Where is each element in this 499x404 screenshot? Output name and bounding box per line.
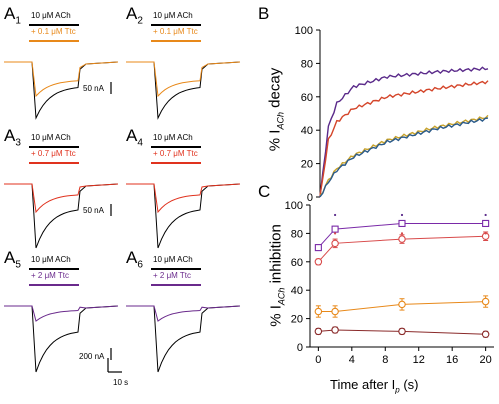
ach-label: 10 μM ACh	[153, 255, 193, 264]
ach-label: 10 μM ACh	[31, 133, 71, 142]
ttc-trace	[4, 61, 119, 98]
panel-c-marker	[331, 326, 339, 334]
ach-label: 10 μM ACh	[153, 133, 193, 142]
panel-b-ylabel: % IACh decay	[266, 67, 286, 152]
panel-c-xtick-label: 16	[446, 354, 458, 366]
panel-b-series-1	[319, 66, 489, 198]
ach-bar	[29, 146, 79, 148]
ttc-trace	[4, 183, 119, 214]
panel-c-series-line-2	[318, 235, 486, 263]
ttc-bar	[151, 40, 201, 42]
control-trace	[126, 61, 241, 120]
ttc-label: + 0.1 μM Ttc	[153, 27, 198, 36]
panel-c-marker	[481, 297, 490, 306]
ach-bar	[151, 146, 201, 148]
panel-b-series-2	[319, 80, 489, 196]
ach-bar	[29, 268, 79, 270]
panel-b-label: B	[258, 4, 270, 23]
panel-c-marker	[482, 219, 490, 228]
panel-c-marker	[314, 307, 323, 316]
panel-c-label: C	[258, 182, 271, 201]
panel-c-xtick-label: 8	[382, 354, 388, 366]
time-scale-label: 10 s	[113, 378, 129, 387]
panel-c-marker	[331, 239, 339, 248]
ttc-trace	[126, 61, 241, 98]
control-trace	[4, 183, 119, 249]
panel-c-series-line-1	[318, 223, 486, 248]
panel-label-a2: A2	[126, 4, 143, 27]
ttc-trace	[4, 305, 119, 322]
panel-c-xtick-label: 0	[315, 354, 321, 366]
panel-label-a3: A3	[4, 126, 21, 149]
ttc-bar	[29, 284, 79, 286]
panel-b-ytick-label: 40	[301, 125, 313, 137]
panel-label-a4: A4	[126, 126, 143, 149]
significance-dot	[333, 232, 337, 235]
significance-dot	[333, 213, 337, 217]
panel-b-ytick-label: 60	[301, 92, 313, 104]
panel-b-ytick-label: 80	[301, 58, 313, 70]
panel-b-ytick-label: 20	[301, 159, 313, 171]
panel-c-ylabel: % IACh inhibition	[267, 224, 287, 327]
control-trace	[126, 183, 241, 249]
ttc-label: + 0.7 μM Ttc	[31, 149, 76, 158]
ttc-trace	[126, 305, 241, 322]
control-trace	[4, 305, 119, 373]
panel-c-marker	[314, 258, 323, 266]
panel-c-ytick-label: 100	[285, 200, 303, 212]
panel-c-ytick-label: 60	[291, 257, 303, 269]
panel-c-ytick-label: 80	[291, 228, 303, 240]
ttc-label: + 2 μM Ttc	[153, 271, 192, 280]
panel-c-xtick-label: 20	[480, 354, 492, 366]
panel-c-marker	[398, 235, 406, 243]
ach-label: 10 μM ACh	[153, 11, 193, 20]
panel-c-series-line-3	[318, 301, 486, 312]
panel-c-xtick-label: 4	[349, 354, 355, 366]
ach-bar	[151, 24, 201, 26]
ttc-bar	[151, 162, 201, 164]
panel-c-marker	[398, 300, 406, 309]
ttc-label: + 2 μM Ttc	[31, 271, 70, 280]
ttc-label: + 0.7 μM Ttc	[153, 149, 198, 158]
panel-c-xtick-label: 12	[413, 354, 425, 366]
ach-bar	[151, 268, 201, 270]
ttc-label: + 0.1 μM Ttc	[31, 27, 76, 36]
control-trace	[126, 305, 241, 373]
panel-c-xlabel: Time after Ip (s)	[330, 377, 419, 395]
panel-b-series-4	[319, 117, 489, 198]
ach-label: 10 μM ACh	[31, 11, 71, 20]
significance-dot	[400, 232, 404, 235]
panel-c-ytick-label: 0	[297, 342, 303, 354]
current-scale-label: 50 nA	[83, 84, 104, 93]
ach-bar	[29, 24, 79, 26]
ttc-bar	[29, 40, 79, 42]
panel-b-ytick-label: 100	[295, 25, 313, 37]
panel-b-ytick-label: 0	[307, 192, 313, 204]
ttc-bar	[151, 284, 201, 286]
panel-label-a6: A6	[126, 248, 143, 271]
panel-label-a1: A1	[4, 4, 21, 27]
ttc-trace	[126, 183, 241, 214]
current-scale-label: 200 nA	[79, 352, 105, 361]
panel-c-series-line-4	[318, 329, 486, 335]
ttc-bar	[29, 162, 79, 164]
ach-label: 10 μM ACh	[31, 255, 71, 264]
significance-dot	[400, 213, 404, 217]
panel-c-ytick-label: 40	[291, 285, 303, 297]
panel-c-marker	[398, 327, 406, 336]
panel-c-marker	[398, 219, 406, 228]
panel-b-series-3	[319, 114, 489, 197]
control-trace	[4, 61, 119, 120]
panel-c-marker	[314, 327, 323, 336]
significance-dot	[484, 232, 487, 235]
panel-c-marker	[481, 330, 490, 338]
significance-dot	[484, 213, 487, 217]
panel-c-marker	[331, 225, 339, 233]
panel-c-ytick-label: 20	[291, 314, 303, 326]
panel-label-a5: A5	[4, 248, 21, 271]
panel-c-marker	[314, 244, 322, 252]
panel-c-marker	[331, 307, 339, 316]
current-scale-label: 50 nA	[83, 206, 104, 215]
